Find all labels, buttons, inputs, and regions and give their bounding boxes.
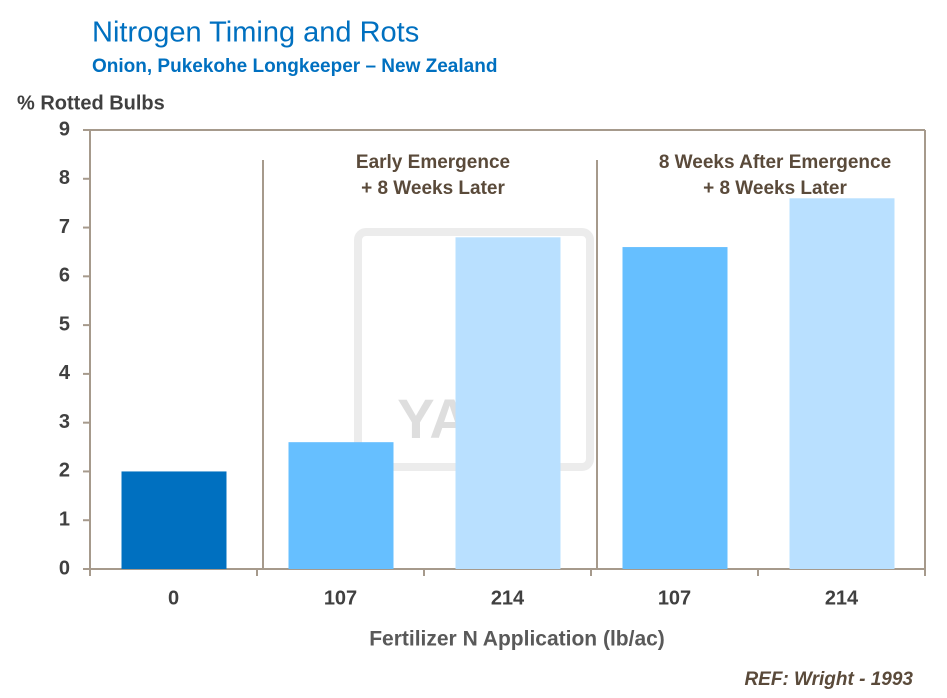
y-tick-label: 7 bbox=[59, 216, 70, 238]
reference: REF: Wright - 1993 bbox=[744, 669, 913, 690]
annotation: Early Emergence bbox=[356, 152, 510, 173]
bar bbox=[121, 471, 227, 569]
y-tick-label: 4 bbox=[59, 362, 71, 384]
bar bbox=[789, 198, 895, 570]
annotation: 8 Weeks After Emergence bbox=[659, 152, 891, 173]
annotation: + 8 Weeks Later bbox=[361, 178, 505, 199]
bar bbox=[622, 247, 728, 570]
x-tick-label: 107 bbox=[658, 587, 691, 609]
x-tick-label: 214 bbox=[825, 587, 859, 609]
y-tick-label: 0 bbox=[59, 557, 70, 579]
chart-title: Nitrogen Timing and Rots bbox=[92, 17, 419, 49]
x-axis-label: Fertilizer N Application (lb/ac) bbox=[369, 628, 665, 651]
x-tick-label: 107 bbox=[324, 587, 357, 609]
x-tick-label: 0 bbox=[168, 587, 179, 609]
bar bbox=[288, 442, 394, 569]
y-tick-label: 2 bbox=[59, 460, 70, 482]
chart-subtitle: Onion, Pukekohe Longkeeper – New Zealand bbox=[92, 56, 497, 77]
y-tick-label: 8 bbox=[59, 167, 70, 189]
y-tick-label: 9 bbox=[59, 118, 70, 140]
y-tick-label: 3 bbox=[59, 411, 70, 433]
y-tick-label: 5 bbox=[59, 313, 70, 335]
annotation: + 8 Weeks Later bbox=[703, 178, 847, 199]
y-axis-label: % Rotted Bulbs bbox=[17, 92, 165, 114]
x-tick-label: 214 bbox=[491, 587, 525, 609]
y-tick-label: 6 bbox=[59, 265, 70, 287]
y-tick-label: 1 bbox=[59, 509, 70, 531]
bar bbox=[455, 237, 561, 570]
